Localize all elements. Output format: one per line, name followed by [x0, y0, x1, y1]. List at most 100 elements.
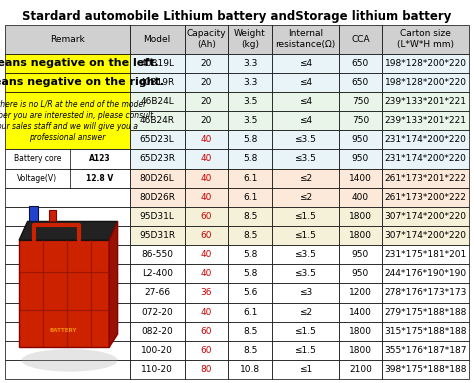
Text: 279*175*188*188: 279*175*188*188	[384, 308, 467, 317]
Text: 20: 20	[201, 59, 212, 68]
Text: 110-20: 110-20	[141, 365, 173, 374]
Bar	[185, 25, 228, 54]
Ellipse shape	[21, 349, 118, 372]
Bar	[129, 25, 185, 54]
Bar	[129, 111, 185, 130]
Text: 80D26R: 80D26R	[139, 193, 175, 202]
Text: L means negative on the left.: L means negative on the left.	[0, 58, 159, 68]
Text: 40: 40	[201, 193, 212, 202]
Bar	[338, 169, 382, 188]
Bar	[382, 303, 469, 322]
Bar	[185, 92, 228, 111]
Text: ≤1.5: ≤1.5	[294, 327, 316, 336]
Bar	[272, 25, 338, 54]
Bar	[382, 264, 469, 283]
Text: 239*133*201*221: 239*133*201*221	[385, 97, 467, 106]
Text: 1800: 1800	[349, 231, 372, 240]
Bar	[228, 283, 272, 303]
Polygon shape	[109, 221, 118, 347]
Text: 60: 60	[201, 231, 212, 240]
Text: 950: 950	[352, 250, 369, 259]
Bar	[228, 303, 272, 322]
Bar	[228, 188, 272, 207]
Bar	[5, 245, 129, 264]
Bar	[5, 303, 129, 322]
Text: Model: Model	[144, 35, 171, 44]
Bar	[185, 226, 228, 245]
Bar	[5, 92, 129, 149]
Bar	[129, 341, 185, 360]
Bar	[129, 283, 185, 303]
Text: 8.5: 8.5	[243, 327, 257, 336]
Bar	[338, 303, 382, 322]
Text: 5.8: 5.8	[243, 250, 257, 259]
Bar	[338, 188, 382, 207]
Bar	[185, 54, 228, 73]
Text: CCA: CCA	[351, 35, 370, 44]
Text: Stardard automobile Lithium battery andStorage lithium battery: Stardard automobile Lithium battery andS…	[22, 10, 452, 23]
Text: 650: 650	[352, 59, 369, 68]
Text: BATTERY: BATTERY	[50, 328, 77, 333]
Bar	[382, 149, 469, 169]
Bar	[338, 25, 382, 54]
Text: 60: 60	[201, 327, 212, 336]
Bar	[338, 341, 382, 360]
Bar	[228, 360, 272, 379]
Text: 8.5: 8.5	[243, 231, 257, 240]
Text: 950: 950	[352, 269, 369, 278]
Text: 60: 60	[201, 212, 212, 221]
Text: 36: 36	[201, 288, 212, 298]
Text: ≤1.5: ≤1.5	[294, 346, 316, 355]
Text: 750: 750	[352, 97, 369, 106]
Text: 40: 40	[201, 135, 212, 144]
Bar	[272, 360, 338, 379]
Bar	[129, 149, 185, 169]
Text: Carton size
(L*W*H mm): Carton size (L*W*H mm)	[397, 29, 454, 49]
Text: ≤3.5: ≤3.5	[294, 135, 316, 144]
Bar	[228, 149, 272, 169]
Text: 355*176*187*187: 355*176*187*187	[384, 346, 467, 355]
Bar	[5, 25, 129, 54]
Bar	[185, 149, 228, 169]
Text: 20: 20	[201, 78, 212, 87]
Bar	[272, 188, 338, 207]
Bar	[185, 207, 228, 226]
Text: 950: 950	[352, 154, 369, 164]
Bar	[338, 322, 382, 341]
Text: 5.8: 5.8	[243, 135, 257, 144]
Text: 27-66: 27-66	[144, 288, 170, 298]
Bar	[382, 322, 469, 341]
Bar	[272, 54, 338, 73]
Text: ≤3.5: ≤3.5	[294, 154, 316, 164]
Text: L2-400: L2-400	[142, 269, 173, 278]
Text: Remark: Remark	[50, 35, 84, 44]
Bar	[272, 245, 338, 264]
Bar	[5, 226, 129, 245]
Text: 198*128*200*220: 198*128*200*220	[385, 78, 467, 87]
Bar	[5, 149, 129, 169]
Bar	[272, 111, 338, 130]
Bar	[228, 207, 272, 226]
Text: ≤2: ≤2	[299, 193, 312, 202]
Bar	[272, 130, 338, 149]
Text: 307*174*200*220: 307*174*200*220	[385, 231, 467, 240]
Bar	[272, 226, 338, 245]
Bar	[228, 322, 272, 341]
Text: 261*173*200*222: 261*173*200*222	[385, 193, 466, 202]
Bar	[5, 322, 129, 341]
Bar	[129, 226, 185, 245]
Bar	[129, 322, 185, 341]
Text: 100-20: 100-20	[141, 346, 173, 355]
Polygon shape	[19, 240, 109, 347]
Bar	[5, 283, 129, 303]
Bar	[338, 111, 382, 130]
Text: ≤4: ≤4	[299, 116, 312, 125]
Text: ≤1.5: ≤1.5	[294, 231, 316, 240]
Bar	[382, 25, 469, 54]
Bar	[185, 111, 228, 130]
Bar	[129, 264, 185, 283]
Bar	[382, 226, 469, 245]
Text: ≤3.5: ≤3.5	[294, 269, 316, 278]
Bar	[5, 73, 129, 92]
Text: 278*176*173*173: 278*176*173*173	[384, 288, 467, 298]
